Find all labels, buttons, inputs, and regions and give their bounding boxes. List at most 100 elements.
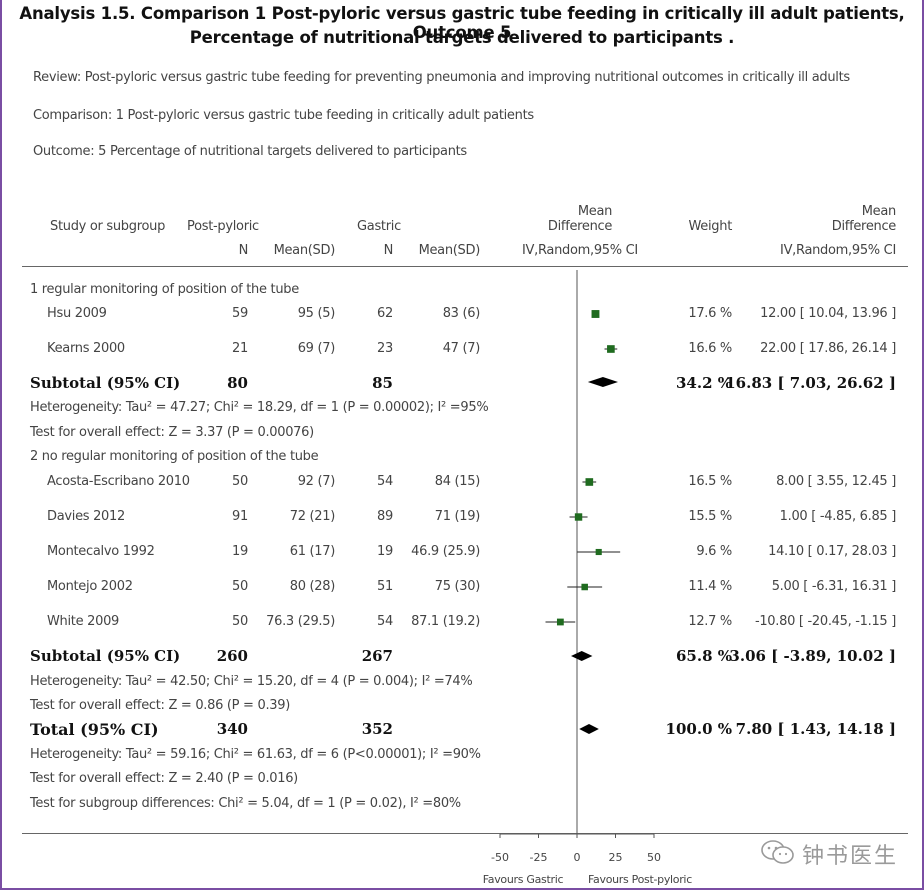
study-marker (607, 345, 615, 353)
subtotal-ci: 3.06 [ -3.89, 10.02 ] (729, 647, 896, 665)
total-diamond (579, 724, 599, 734)
header-md2-method: IV,Random,95% CI (780, 243, 896, 258)
subtotal-n1: 80 (227, 374, 248, 392)
study-marker (574, 513, 583, 521)
study-meansd1: 76.3 (29.5) (266, 614, 335, 629)
heterogeneity-line: Heterogeneity: Tau² = 42.50; Chi² = 15.2… (30, 674, 473, 689)
subtotal-diamond (571, 651, 593, 661)
study-n2: 23 (377, 341, 393, 356)
header-weight: Weight (688, 219, 733, 234)
study-meansd1: 61 (17) (289, 544, 336, 559)
x-tick-label: 0 (574, 851, 581, 864)
study-meansd2: 47 (7) (442, 341, 481, 356)
study-meansd2: 46.9 (25.9) (411, 544, 480, 559)
total-ci: 7.80 [ 1.43, 14.18 ] (735, 720, 896, 738)
study-marker (581, 583, 588, 591)
study-weight: 9.6 % (696, 544, 732, 559)
header-n-gastric: N (383, 243, 394, 258)
study-n2: 62 (377, 306, 393, 321)
outcome-line: Outcome: 5 Percentage of nutritional tar… (33, 144, 467, 159)
study-name: Montecalvo 1992 (47, 544, 155, 559)
study-name: Montejo 2002 (47, 579, 133, 594)
study-meansd2: 84 (15) (434, 474, 481, 489)
study-n2: 54 (377, 614, 393, 629)
study-ci: 1.00 [ -4.85, 6.85 ] (779, 509, 897, 524)
analysis-title-line1: Analysis 1.5. Comparison 1 Post-pyloric … (19, 4, 905, 42)
heterogeneity-line: Heterogeneity: Tau² = 47.27; Chi² = 18.2… (30, 400, 489, 415)
header-postpyloric: Post-pyloric (187, 219, 259, 234)
subgroup-2-label: 2 no regular monitoring of position of t… (30, 449, 319, 464)
study-meansd2: 83 (6) (442, 306, 481, 321)
study-n2: 54 (377, 474, 393, 489)
study-n1: 21 (232, 341, 248, 356)
study-ci: 8.00 [ 3.55, 12.45 ] (776, 474, 896, 489)
study-ci: 5.00 [ -6.31, 16.31 ] (771, 579, 897, 594)
header-md2-line2: Difference (831, 219, 897, 234)
study-n1: 50 (232, 474, 248, 489)
x-tick-label: 25 (609, 851, 623, 864)
study-meansd1: 92 (7) (297, 474, 336, 489)
header-meansd-postpyloric: Mean(SD) (273, 243, 336, 258)
footer-rule (22, 833, 908, 834)
study-ci: 22.00 [ 17.86, 26.14 ] (760, 341, 896, 356)
study-marker (595, 548, 602, 556)
header-meansd-gastric: Mean(SD) (418, 243, 481, 258)
study-marker (585, 478, 594, 486)
total-weight: 100.0 % (665, 720, 732, 738)
study-name: Davies 2012 (47, 509, 125, 524)
study-n2: 51 (377, 579, 393, 594)
study-name: Kearns 2000 (47, 341, 125, 356)
total-n1: 340 (216, 720, 248, 738)
subtotal-diamond (587, 377, 618, 387)
axis-label-right: Favours Post-pyloric (588, 873, 692, 886)
study-weight: 15.5 % (688, 509, 732, 524)
analysis-title-line2: Percentage of nutritional targets delive… (189, 28, 735, 47)
total-n2: 352 (361, 720, 393, 738)
comparison-line: Comparison: 1 Post-pyloric versus gastri… (33, 108, 534, 123)
study-n1: 19 (232, 544, 248, 559)
subtotal-label: Subtotal (95% CI) (30, 647, 181, 665)
subtotal-ci: 16.83 [ 7.03, 26.62 ] (725, 374, 896, 392)
study-n1: 59 (232, 306, 248, 321)
wechat-icon (761, 840, 794, 864)
review-line: Review: Post-pyloric versus gastric tube… (33, 70, 850, 85)
study-meansd1: 72 (21) (289, 509, 336, 524)
overall-effect-line: Test for overall effect: Z = 0.86 (P = 0… (30, 698, 290, 713)
study-name: Acosta-Escribano 2010 (47, 474, 190, 489)
study-weight: 17.6 % (688, 306, 732, 321)
study-meansd1: 80 (28) (289, 579, 336, 594)
total-overall-effect-line: Test for overall effect: Z = 2.40 (P = 0… (30, 771, 298, 786)
header-n-postpyloric: N (238, 243, 249, 258)
total-label: Total (95% CI) (30, 720, 159, 739)
header-md2-line1: Mean (861, 204, 897, 219)
x-tick-label: -25 (530, 851, 548, 864)
study-n1: 91 (232, 509, 248, 524)
header-md-line2: Difference (547, 219, 613, 234)
study-marker (556, 618, 564, 626)
header-md-method: IV,Random,95% CI (522, 243, 638, 258)
subgroup-differences-line: Test for subgroup differences: Chi² = 5.… (30, 796, 461, 811)
study-ci: 14.10 [ 0.17, 28.03 ] (768, 544, 896, 559)
study-meansd1: 69 (7) (297, 341, 336, 356)
header-gastric: Gastric (357, 219, 401, 234)
study-weight: 11.4 % (688, 579, 732, 594)
study-marker (591, 310, 600, 318)
study-meansd2: 87.1 (19.2) (411, 614, 480, 629)
study-weight: 12.7 % (688, 614, 732, 629)
x-tick-label: -50 (491, 851, 509, 864)
subtotal-weight: 65.8 % (675, 647, 732, 665)
total-heterogeneity-line: Heterogeneity: Tau² = 59.16; Chi² = 61.6… (30, 747, 481, 762)
study-meansd2: 71 (19) (434, 509, 481, 524)
study-weight: 16.6 % (688, 341, 732, 356)
study-meansd1: 95 (5) (297, 306, 336, 321)
subtotal-n1: 260 (216, 647, 248, 665)
subtotal-n2: 267 (361, 647, 393, 665)
study-name: Hsu 2009 (47, 306, 107, 321)
study-n2: 19 (377, 544, 393, 559)
x-tick-label: 50 (647, 851, 661, 864)
header-study: Study or subgroup (50, 219, 166, 234)
subtotal-label: Subtotal (95% CI) (30, 374, 181, 392)
overall-effect-line: Test for overall effect: Z = 3.37 (P = 0… (30, 425, 314, 440)
